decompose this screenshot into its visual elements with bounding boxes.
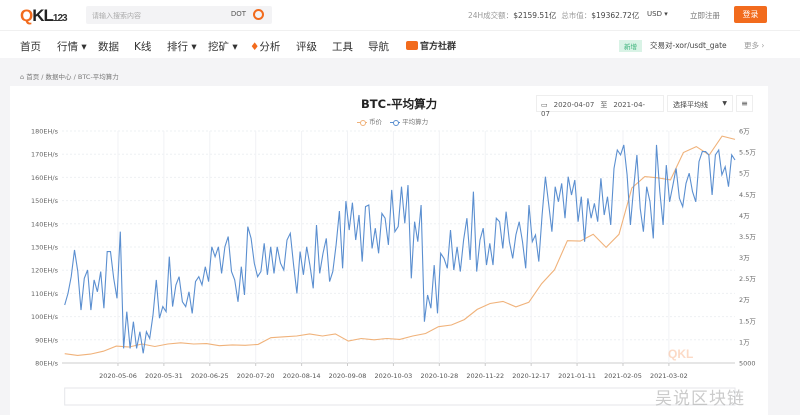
x-tick-label: 2020-10-03: [375, 372, 413, 380]
x-tick-label: 2020-09-08: [329, 372, 367, 380]
search-input[interactable]: 请输入搜索内容 DOT: [86, 6, 272, 24]
y-left-tick-label: 170EH/s: [31, 151, 59, 159]
data-zoom-slider[interactable]: [64, 387, 736, 406]
y-right-tick-label: 3万: [739, 254, 750, 262]
more-link[interactable]: 更多 ›: [744, 41, 765, 50]
market-stats: 24H成交额：$2159.51亿 总市值：$19362.72亿: [468, 11, 640, 20]
y-left-tick-label: 120EH/s: [31, 267, 59, 275]
nav-kline[interactable]: K线: [134, 41, 152, 53]
x-tick-label: 2020-05-31: [145, 372, 183, 380]
y-left-tick-label: 100EH/s: [31, 313, 59, 321]
y-right-tick-label: 6万: [739, 128, 750, 136]
main-nav: 首页 行情 ▾ 数据 K线 排行 ▾ 挖矿 ▾ ♦分析 评级 工具 导航 官方社…: [0, 30, 800, 58]
legend-price[interactable]: 币价: [357, 116, 382, 126]
crumb-home[interactable]: 首页: [26, 73, 40, 81]
x-tick-label: 2021-02-05: [604, 372, 642, 380]
new-pair-link[interactable]: 交易对-xor/usdt_gate: [650, 41, 727, 50]
home-icon: ⌂: [20, 73, 25, 81]
new-badge: 新增: [619, 40, 642, 52]
caret-down-icon: ▼: [722, 100, 727, 107]
nav-analysis[interactable]: ♦分析: [250, 41, 281, 53]
x-tick-label: 2020-10-28: [420, 372, 458, 380]
breadcrumb: ⌂ 首页 / 数据中心 / BTC-平均算力: [20, 73, 119, 81]
y-right-tick-label: 2.5万: [739, 275, 756, 283]
y-right-tick-label: 1.5万: [739, 317, 756, 325]
nav-guide[interactable]: 导航: [368, 41, 389, 53]
search-tag[interactable]: DOT: [230, 10, 246, 18]
nav-market[interactable]: 行情 ▾: [57, 41, 87, 53]
y-left-tick-label: 80EH/s: [35, 360, 58, 368]
y-right-tick-label: 5万: [739, 170, 750, 178]
x-tick-label: 2020-07-20: [237, 372, 275, 380]
nav-data[interactable]: 数据: [98, 41, 119, 53]
x-tick-label: 2020-05-06: [99, 372, 137, 380]
crumb-data-center[interactable]: 数据中心: [45, 73, 72, 81]
menu-icon[interactable]: ≡: [736, 95, 753, 112]
x-tick-label: 2020-06-25: [191, 372, 229, 380]
x-tick-label: 2020-12-17: [512, 372, 550, 380]
y-right-tick-label: 5000: [739, 360, 756, 368]
chart-legend: 币价 平均算力: [357, 116, 434, 126]
y-right-tick-label: 5.5万: [739, 149, 756, 157]
official-community[interactable]: 官方社群: [406, 39, 456, 52]
y-right-tick-label: 3.5万: [739, 233, 756, 241]
login-button[interactable]: 登录: [734, 6, 767, 23]
y-right-tick-label: 1万: [739, 338, 750, 346]
currency-select[interactable]: USD ▾: [647, 10, 668, 18]
y-left-tick-label: 110EH/s: [31, 290, 59, 298]
nav-rating[interactable]: 评级: [296, 41, 317, 53]
y-left-tick-label: 90EH/s: [35, 336, 58, 344]
moving-average-select[interactable]: 选择平均线 ▼: [667, 95, 733, 112]
x-tick-label: 2020-08-14: [283, 372, 321, 380]
y-right-tick-label: 4万: [739, 212, 750, 220]
y-right-tick-label: 2万: [739, 296, 750, 304]
y-left-tick-label: 180EH/s: [31, 128, 59, 136]
date-range-picker[interactable]: ▭ 2020-04-07 至 2021-04-07: [536, 95, 664, 118]
y-left-tick-label: 140EH/s: [31, 220, 59, 228]
nav-mining[interactable]: 挖矿 ▾: [208, 41, 238, 53]
legend-hashrate[interactable]: 平均算力: [390, 116, 428, 126]
y-left-tick-label: 130EH/s: [31, 244, 59, 252]
calendar-icon: ▭: [541, 101, 548, 109]
y-left-tick-label: 150EH/s: [31, 197, 59, 205]
top-bar: QKL123 请输入搜索内容 DOT 24H成交额：$2159.51亿 总市值：…: [0, 0, 800, 30]
chart-title: BTC-平均算力: [361, 97, 438, 111]
y-right-tick-label: 4.5万: [739, 191, 756, 199]
logo[interactable]: QKL123: [20, 6, 68, 25]
nav-ranking[interactable]: 排行 ▾: [167, 41, 197, 53]
watermark: 吴说区块链: [655, 389, 745, 409]
search-icon[interactable]: [253, 9, 264, 20]
chart-logo-watermark: QKL: [668, 347, 693, 361]
fire-icon: ♦: [250, 41, 260, 53]
x-tick-label: 2021-01-11: [558, 372, 596, 380]
x-tick-label: 2021-03-02: [650, 372, 688, 380]
nav-tools[interactable]: 工具: [332, 41, 353, 53]
crumb-current: BTC-平均算力: [77, 73, 119, 81]
price-line: [64, 135, 736, 356]
chat-icon: [406, 41, 418, 50]
x-tick-label: 2020-11-22: [466, 372, 504, 380]
register-link[interactable]: 立即注册: [690, 11, 720, 20]
y-left-tick-label: 160EH/s: [31, 174, 59, 182]
search-placeholder: 请输入搜索内容: [92, 12, 141, 20]
chart-card: [10, 86, 768, 415]
hashrate-line: [64, 144, 736, 354]
nav-home[interactable]: 首页: [20, 41, 41, 53]
